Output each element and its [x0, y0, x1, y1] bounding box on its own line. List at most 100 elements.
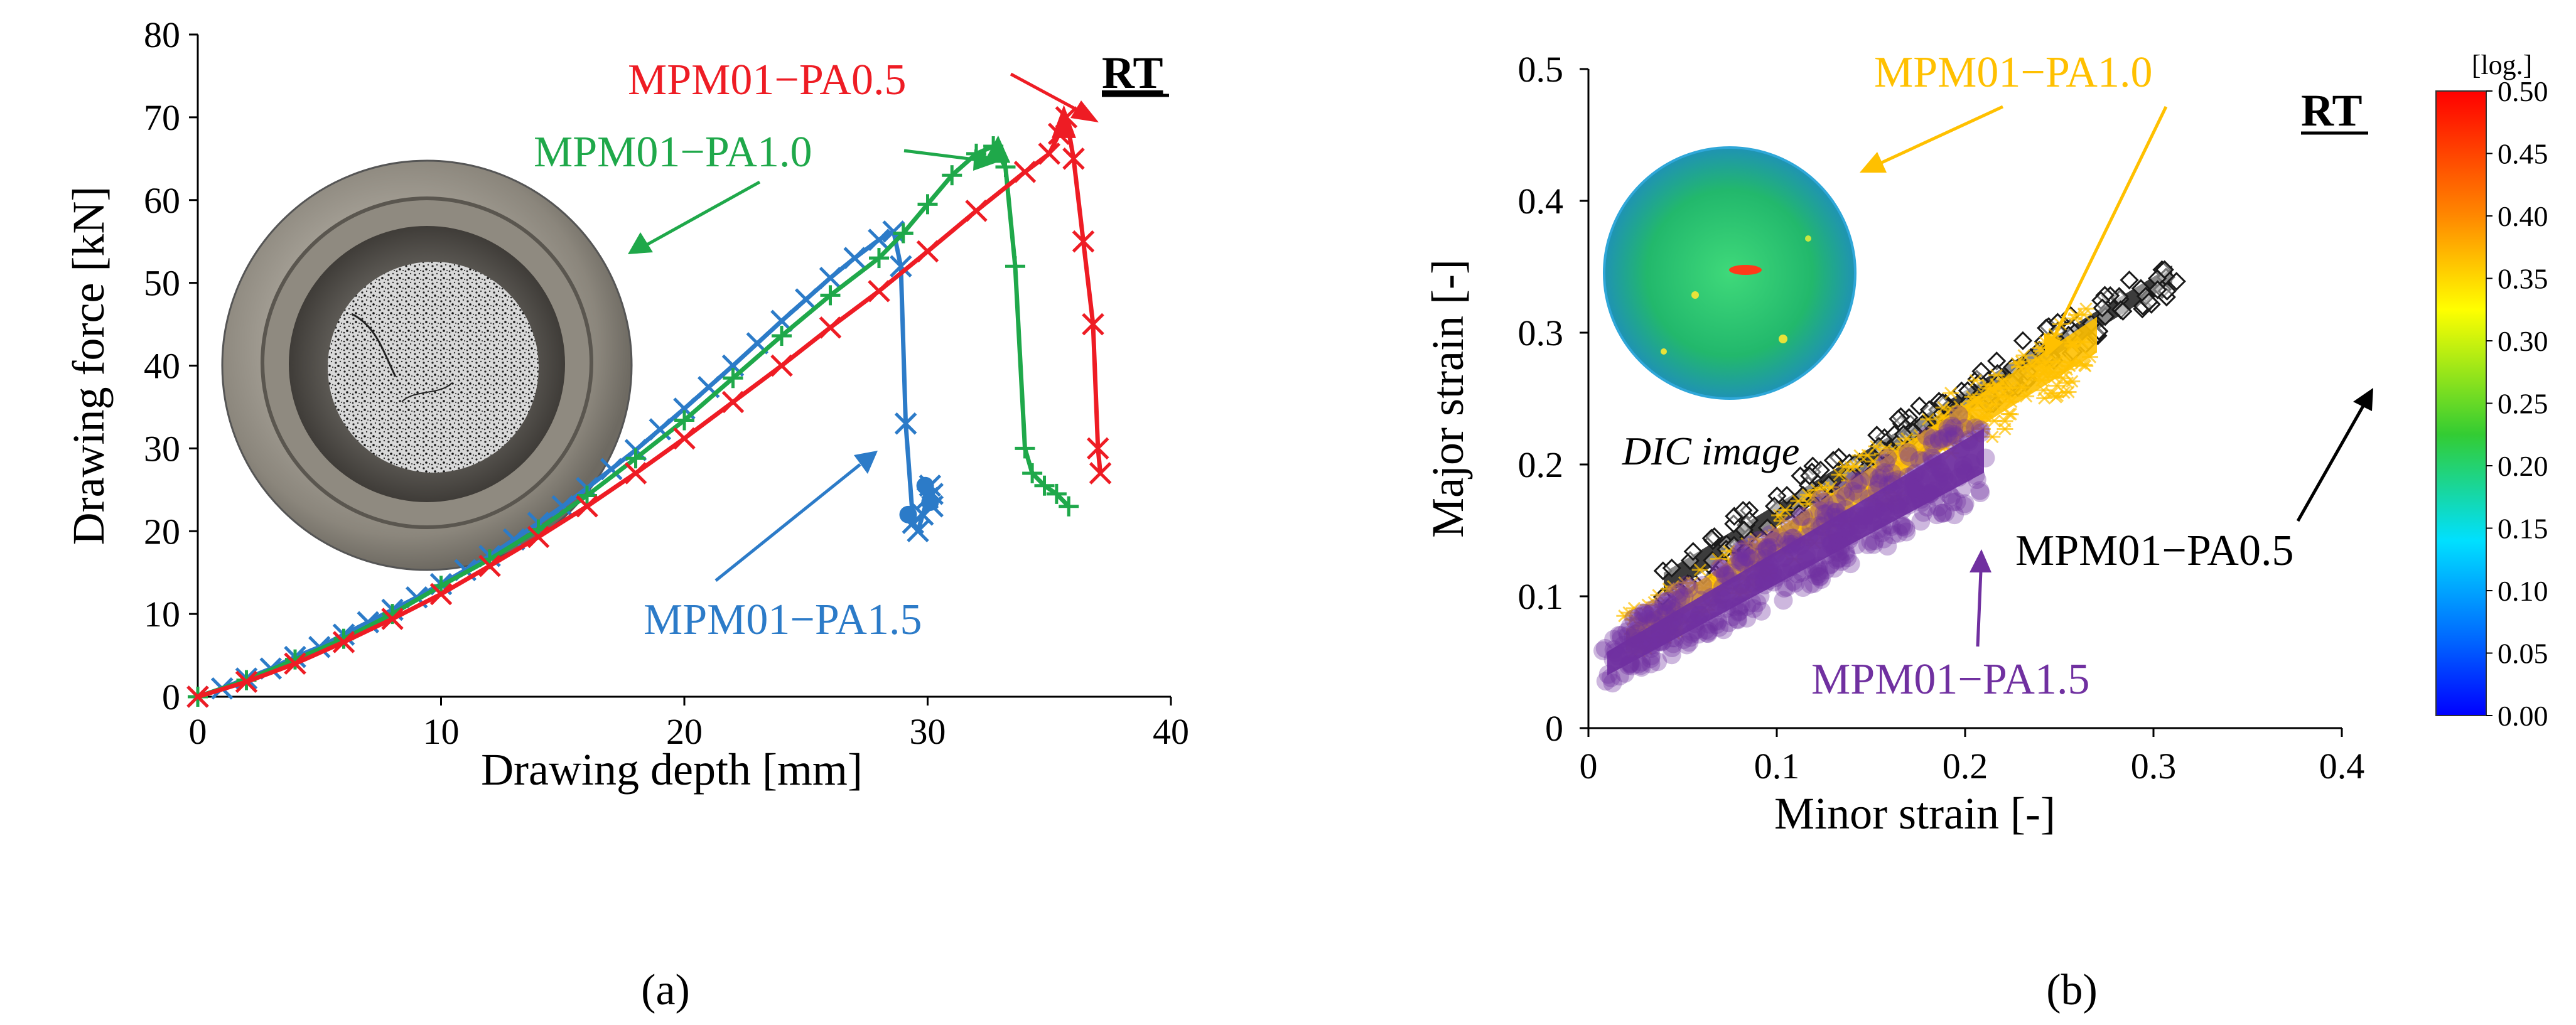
data-point [551, 495, 574, 518]
scatter-point [1790, 495, 1807, 508]
scatter-point [1828, 533, 1848, 552]
scatter-point [1927, 505, 1946, 525]
scatter-point [1679, 579, 1698, 598]
scatter-point [1624, 609, 1644, 629]
scatter-point [1729, 603, 1749, 622]
colorbar-tick-label: 0.30 [2498, 325, 2548, 357]
scatter-point [1760, 538, 1780, 557]
scatter-point [1611, 626, 1630, 645]
colorbar-tick-label: 0.40 [2498, 200, 2548, 232]
scatter-point [1718, 566, 1737, 585]
scatter-point [2013, 380, 2030, 394]
scatter-point [1883, 475, 1902, 494]
scatter-point [1715, 564, 1735, 584]
scatter-point [1786, 532, 1806, 552]
corner-label-rt-b: RT [2301, 85, 2363, 136]
data-point [899, 505, 917, 523]
scatter-point [1957, 413, 1974, 426]
scatter-point [1926, 487, 1946, 507]
data-point [917, 194, 938, 215]
data-point [674, 410, 694, 431]
scatter-point [2152, 260, 2172, 279]
scatter-point [1826, 502, 1845, 522]
scatter-point [1833, 528, 1852, 547]
scatter-point [1757, 540, 1777, 560]
scatter-point [1949, 468, 1969, 487]
scatter-point [1767, 568, 1786, 588]
scatter-point [1651, 622, 1671, 641]
scatter-point [1810, 567, 1830, 587]
scatter-point [1863, 505, 1882, 525]
scatter-point [1702, 588, 1722, 607]
corner-label-rt-a: RT [1102, 48, 1163, 98]
scatter-point [1883, 472, 1903, 491]
scatter-point [1747, 547, 1767, 567]
scatter-point [1967, 470, 1986, 490]
scatter-point [1865, 455, 1882, 468]
scatter-point [1921, 484, 1940, 503]
scatter-point [1798, 560, 1818, 579]
scatter-point [1868, 520, 1887, 540]
scatter-point [1987, 352, 2007, 371]
data-point [794, 288, 817, 311]
scatter-point [1847, 535, 1867, 554]
data-point [1015, 438, 1035, 459]
scatter-point [1697, 623, 1716, 643]
scatter-point [1915, 451, 1934, 471]
scatter-point [1901, 477, 1921, 496]
y-tick-label: 20 [144, 511, 180, 552]
scatter-point [1691, 591, 1711, 610]
data-point [819, 266, 842, 289]
scatter-point [1634, 603, 1653, 623]
scatter-point [1930, 459, 1949, 478]
scatter-point [1827, 550, 1846, 570]
scatter-point [1841, 474, 1858, 488]
colorbar-tick-label: 0.15 [2498, 513, 2548, 545]
data-point [527, 525, 550, 549]
scatter-point [1724, 597, 1743, 616]
scatter-point [1634, 606, 1653, 625]
scatter-point [2049, 355, 2066, 368]
y-tick-label: 40 [144, 346, 180, 387]
scatter-point [1731, 540, 1750, 560]
dic-image: DIC image [1603, 146, 1857, 473]
scatter-point [1848, 506, 1868, 525]
data-point [235, 670, 258, 694]
data-point [921, 493, 939, 512]
scatter-point [1624, 613, 1641, 626]
scatter-point [1810, 516, 1830, 535]
x-tick-label: 30 [910, 711, 946, 752]
scatter-point [2131, 279, 2151, 298]
scatter-point [1666, 601, 1685, 621]
scatter-point [1831, 541, 1850, 561]
scatter-point [1971, 420, 1990, 439]
data-point [624, 462, 647, 485]
data-point [673, 427, 696, 450]
scatter-point [1941, 430, 1961, 449]
scatter-point [1738, 537, 1755, 550]
data-point [1052, 105, 1076, 138]
scatter-point [1757, 539, 1777, 559]
scatter-point [1619, 656, 1638, 675]
scatter-point [1791, 536, 1810, 555]
data-point [868, 228, 890, 251]
scatter-point [1624, 628, 1643, 648]
scatter-point [1734, 539, 1754, 559]
scatter-point [1793, 577, 1813, 597]
panel-a-annotations: MPM01−PA0.5 MPM01−PA1.0 MPM01−PA1.5 RT [534, 48, 1169, 644]
scatter-point [1801, 574, 1820, 594]
scatter-point [1817, 545, 1836, 565]
scatter-point [2036, 363, 2053, 377]
data-point [478, 554, 501, 577]
scatter-point [1775, 563, 1794, 582]
y-tick-label: 0 [1545, 708, 1563, 749]
scatter-point [1976, 448, 1995, 468]
scatter-point [1636, 628, 1656, 647]
scatter-point [2076, 358, 2093, 372]
scatter-point [1689, 625, 1708, 644]
scatter-point [1774, 591, 1793, 610]
scatter-point [1631, 656, 1651, 675]
scatter-point [1904, 464, 1924, 484]
scatter-point [1641, 649, 1661, 668]
scatter-point [1686, 620, 1706, 640]
